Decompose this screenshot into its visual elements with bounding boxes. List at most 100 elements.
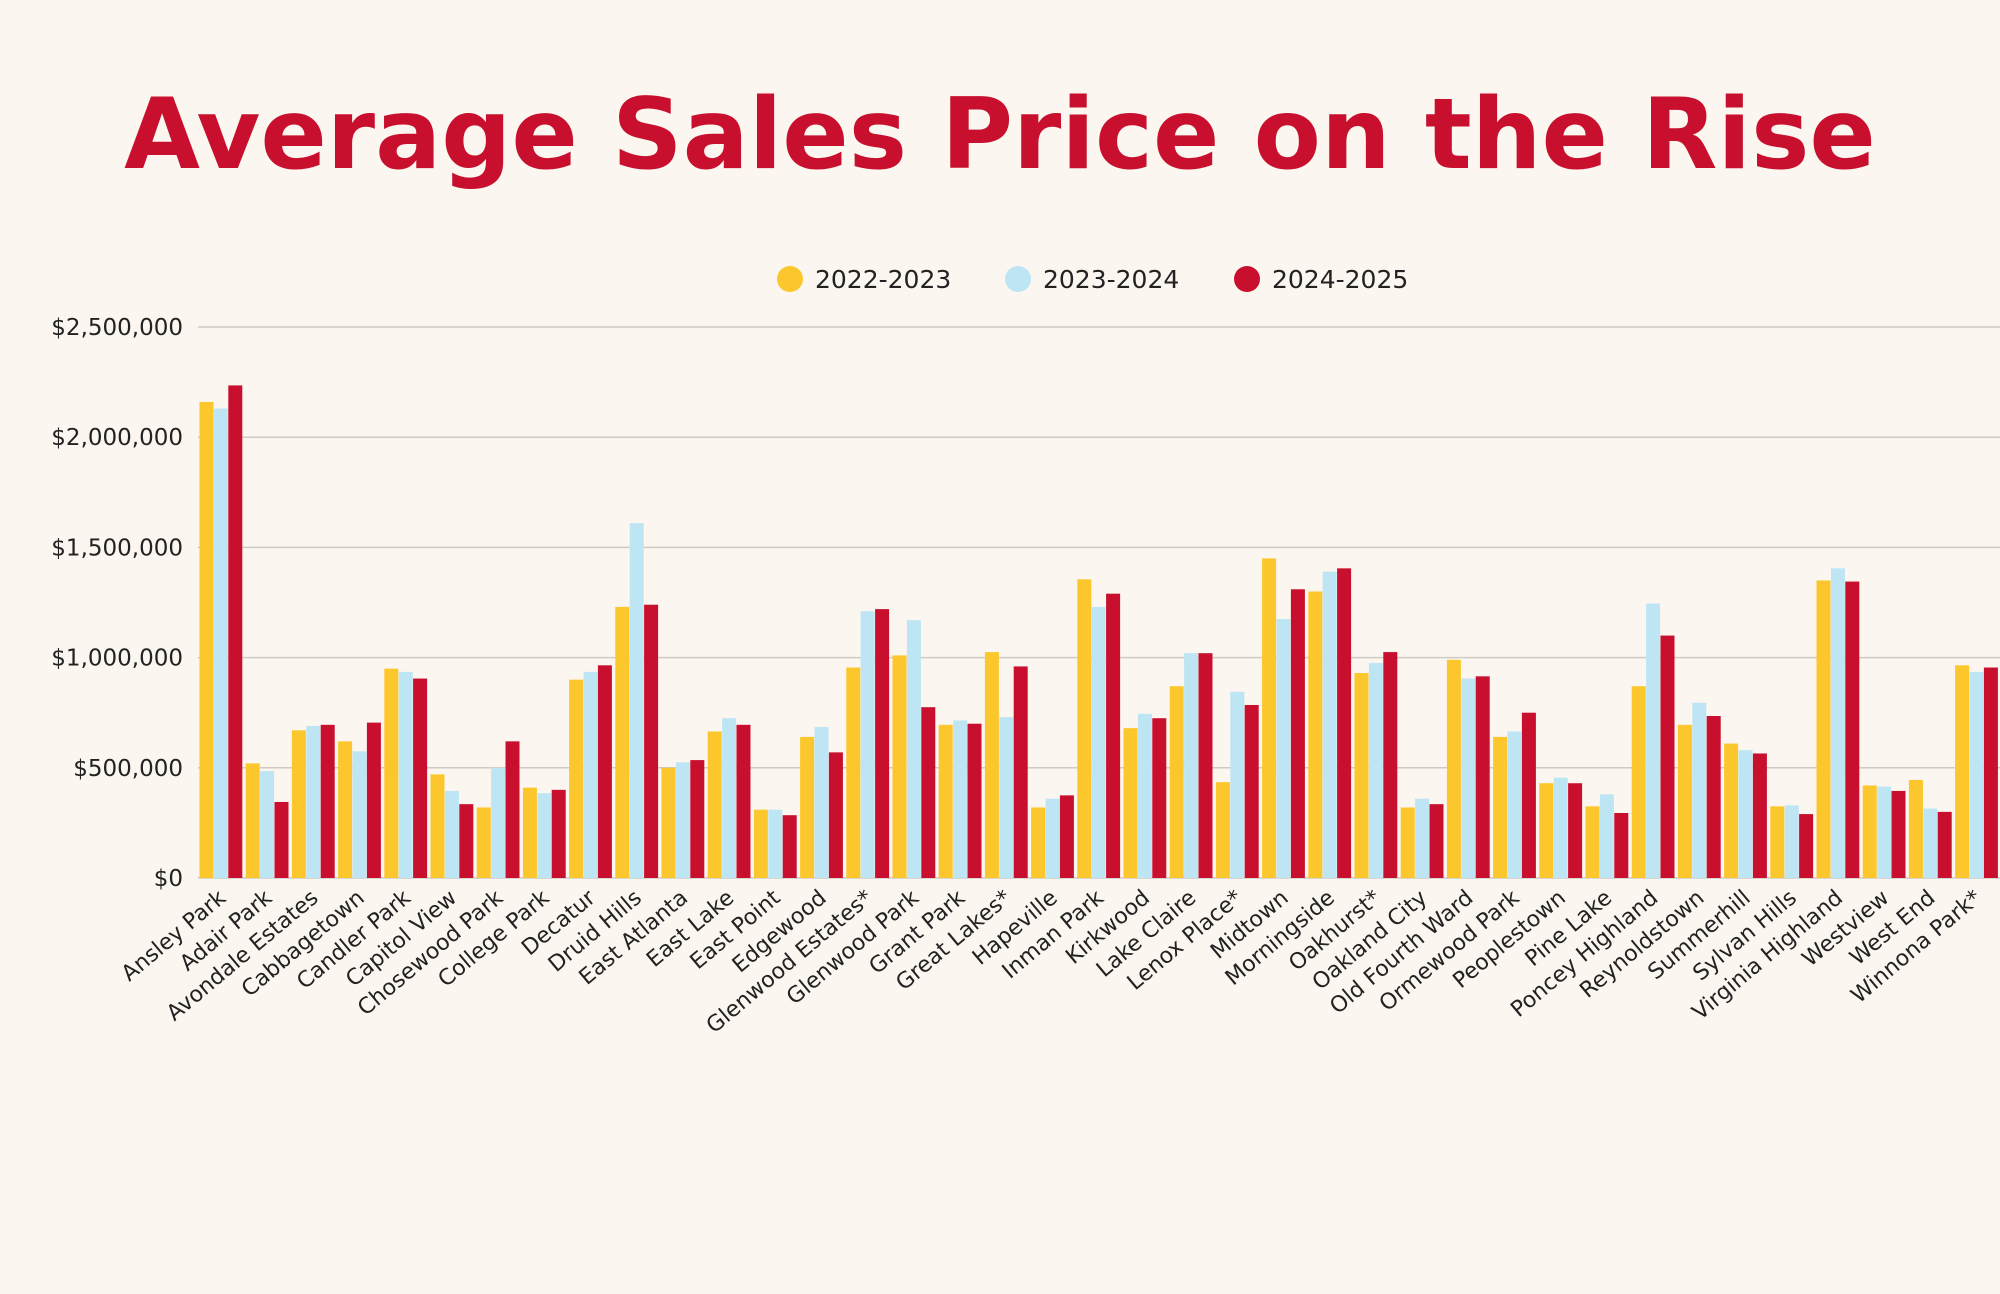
bar-2023-2024 [1692, 702, 1707, 878]
bar-2022-2023 [1677, 724, 1692, 878]
bar-2022-2023 [338, 741, 353, 878]
bar-2024-2025 [505, 741, 520, 878]
bar-2022-2023 [661, 767, 676, 878]
bar-2023-2024 [1507, 731, 1522, 878]
bar-2024-2025 [1845, 581, 1860, 878]
bar-2024-2025 [1152, 718, 1167, 878]
legend-swatch [1005, 266, 1031, 292]
bar-2022-2023 [1354, 673, 1369, 878]
bar-2024-2025 [828, 752, 843, 878]
bar-2024-2025 [782, 815, 797, 878]
bar-2024-2025 [413, 678, 428, 878]
bar-2024-2025 [644, 604, 659, 878]
y-tick-label: $1,000,000 [51, 646, 183, 672]
bar-2022-2023 [476, 807, 491, 878]
bar-2024-2025 [1983, 667, 1998, 878]
bar-2023-2024 [306, 725, 321, 878]
bar-2023-2024 [1877, 786, 1892, 878]
bar-2024-2025 [1383, 652, 1398, 878]
bar-2022-2023 [1493, 736, 1508, 878]
bar-2023-2024 [1368, 663, 1383, 878]
bar-2023-2024 [1091, 606, 1106, 878]
bar-2024-2025 [1337, 568, 1352, 878]
bar-2024-2025 [597, 665, 612, 878]
bar-2023-2024 [1553, 777, 1568, 878]
bar-2022-2023 [1169, 686, 1184, 878]
bar-2023-2024 [1923, 808, 1938, 878]
bar-2024-2025 [690, 760, 705, 878]
bar-2022-2023 [291, 730, 306, 878]
bar-2024-2025 [274, 801, 289, 878]
bar-2024-2025 [1013, 666, 1028, 878]
bar-2023-2024 [537, 793, 552, 878]
legend-label: 2022-2023 [815, 265, 951, 294]
bar-2022-2023 [1077, 579, 1092, 878]
bar-2022-2023 [522, 787, 537, 878]
bar-2023-2024 [1784, 805, 1799, 878]
bar-2024-2025 [1568, 783, 1583, 878]
bar-2023-2024 [768, 809, 783, 878]
bar-2022-2023 [1585, 806, 1600, 878]
bar-2022-2023 [199, 401, 214, 878]
bar-2024-2025 [1244, 704, 1259, 878]
bar-2024-2025 [1106, 593, 1121, 878]
bar-2024-2025 [1521, 712, 1536, 878]
bar-2024-2025 [736, 724, 751, 878]
bar-2022-2023 [1816, 580, 1831, 878]
bar-2022-2023 [1308, 591, 1323, 878]
bar-2022-2023 [892, 655, 907, 878]
bar-2023-2024 [398, 671, 413, 878]
legend-label: 2023-2024 [1043, 265, 1179, 294]
bar-2024-2025 [1059, 795, 1074, 878]
y-tick-label: $1,500,000 [51, 535, 183, 561]
bar-2023-2024 [999, 717, 1014, 878]
bar-2023-2024 [1045, 798, 1060, 878]
bar-2022-2023 [245, 763, 260, 878]
bar-2022-2023 [1400, 807, 1415, 878]
bar-2024-2025 [1290, 589, 1305, 878]
bar-2022-2023 [1908, 779, 1923, 878]
y-tick-label: $500,000 [73, 756, 183, 782]
bar-2023-2024 [1738, 750, 1753, 878]
bar-2023-2024 [814, 727, 829, 878]
bar-2023-2024 [953, 720, 968, 878]
bar-2023-2024 [1830, 568, 1845, 878]
bar-2022-2023 [1031, 807, 1046, 878]
bar-2023-2024 [583, 671, 598, 878]
y-tick-label: $2,500,000 [51, 315, 183, 341]
bar-2022-2023 [1123, 728, 1138, 878]
bar-2023-2024 [1276, 619, 1291, 878]
bar-2024-2025 [459, 804, 474, 878]
bar-2022-2023 [800, 736, 815, 878]
bar-2024-2025 [1799, 814, 1814, 878]
bar-2024-2025 [1891, 790, 1906, 878]
bar-2024-2025 [1660, 635, 1675, 878]
bar-2024-2025 [1752, 753, 1767, 878]
bar-2024-2025 [366, 722, 381, 878]
y-axis: $0 $500,000 $1,000,000 $1,500,000 $2,000,000… [51, 315, 183, 892]
bar-2023-2024 [906, 620, 921, 878]
bar-2022-2023 [569, 679, 584, 878]
bar-2022-2023 [1862, 785, 1877, 878]
y-tick-label: $0 [154, 866, 183, 892]
bar-2023-2024 [260, 771, 275, 878]
bar-2022-2023 [1770, 806, 1785, 878]
bar-2022-2023 [1955, 665, 1970, 878]
bar-2024-2025 [875, 609, 890, 878]
bar-2023-2024 [1969, 671, 1984, 878]
bar-2024-2025 [1937, 811, 1952, 878]
bar-2022-2023 [938, 724, 953, 878]
bar-2024-2025 [967, 723, 982, 878]
bar-2022-2023 [1631, 686, 1646, 878]
bar-2022-2023 [1262, 558, 1277, 878]
bar-2024-2025 [551, 789, 566, 878]
bar-2023-2024 [722, 718, 737, 878]
bar-2022-2023 [846, 667, 861, 878]
legend: 2022-2023 2023-2024 2024-2025 [777, 265, 1408, 294]
legend-swatch [777, 266, 803, 292]
bar-2024-2025 [1475, 676, 1490, 878]
chart-title: Average Sales Price on the Rise [124, 78, 1876, 192]
bars [199, 385, 1998, 878]
bar-2022-2023 [707, 731, 722, 878]
